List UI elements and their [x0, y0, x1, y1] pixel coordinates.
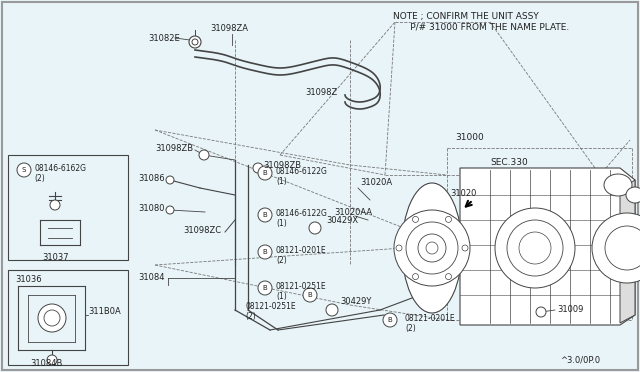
Circle shape — [258, 245, 272, 259]
Circle shape — [418, 234, 446, 262]
Text: 31020A: 31020A — [360, 177, 392, 186]
Circle shape — [462, 245, 468, 251]
Text: 31080: 31080 — [138, 203, 164, 212]
Circle shape — [445, 217, 451, 222]
Bar — [8, 270, 128, 365]
Text: 31098ZA: 31098ZA — [210, 23, 248, 32]
Ellipse shape — [626, 187, 640, 203]
Text: 31086: 31086 — [138, 173, 164, 183]
Text: 31098ZC: 31098ZC — [183, 225, 221, 234]
Circle shape — [192, 39, 198, 45]
Text: 31082E: 31082E — [148, 33, 180, 42]
Circle shape — [592, 213, 640, 283]
Polygon shape — [620, 180, 635, 323]
Text: 08121-0251E
(2): 08121-0251E (2) — [245, 302, 296, 321]
Text: 31020AA: 31020AA — [334, 208, 372, 217]
Circle shape — [495, 208, 575, 288]
Text: B: B — [262, 170, 268, 176]
Text: S: S — [22, 167, 26, 173]
Text: B: B — [262, 249, 268, 255]
Bar — [8, 155, 128, 260]
Text: 31036: 31036 — [15, 275, 42, 284]
Circle shape — [309, 222, 321, 234]
Circle shape — [166, 206, 174, 214]
Text: 08121-0251E
(1): 08121-0251E (1) — [276, 282, 326, 301]
Circle shape — [413, 273, 419, 280]
Circle shape — [326, 304, 338, 316]
Circle shape — [303, 288, 317, 302]
Circle shape — [406, 222, 458, 274]
Text: B: B — [308, 292, 312, 298]
Circle shape — [253, 163, 263, 173]
Circle shape — [605, 226, 640, 270]
Circle shape — [189, 36, 201, 48]
Circle shape — [50, 200, 60, 210]
Text: 08146-6122G
(1): 08146-6122G (1) — [276, 209, 328, 228]
Circle shape — [166, 176, 174, 184]
Circle shape — [44, 310, 60, 326]
Circle shape — [258, 166, 272, 180]
Text: 31000: 31000 — [455, 133, 484, 142]
Text: B: B — [262, 212, 268, 218]
Circle shape — [38, 304, 66, 332]
Text: 31084B: 31084B — [30, 359, 62, 369]
Circle shape — [394, 210, 470, 286]
Circle shape — [536, 307, 546, 317]
Circle shape — [426, 242, 438, 254]
Text: 31098Z: 31098Z — [305, 87, 337, 96]
Text: 31098ZB: 31098ZB — [263, 160, 301, 170]
Circle shape — [199, 150, 209, 160]
Circle shape — [519, 232, 551, 264]
Ellipse shape — [402, 183, 462, 313]
Text: 311B0A: 311B0A — [88, 308, 121, 317]
Text: SEC.330: SEC.330 — [490, 158, 528, 167]
Text: 08121-0201E
(2): 08121-0201E (2) — [405, 314, 456, 333]
Circle shape — [396, 245, 402, 251]
Text: ^3.0/0P.0: ^3.0/0P.0 — [560, 356, 600, 365]
Text: 31020: 31020 — [450, 189, 476, 198]
Text: 08146-6162G
(2): 08146-6162G (2) — [34, 164, 86, 183]
Circle shape — [445, 273, 451, 280]
Text: 31084: 31084 — [138, 273, 164, 282]
Circle shape — [383, 313, 397, 327]
Text: 08121-0201E
(2): 08121-0201E (2) — [276, 246, 326, 265]
Circle shape — [47, 355, 57, 365]
Text: B: B — [262, 285, 268, 291]
Text: B: B — [388, 317, 392, 323]
Text: 31037: 31037 — [42, 253, 68, 262]
Text: 30429X: 30429X — [326, 215, 358, 224]
Circle shape — [17, 163, 31, 177]
Text: 08146-6122G
(1): 08146-6122G (1) — [276, 167, 328, 186]
Text: 30429Y: 30429Y — [340, 298, 371, 307]
Polygon shape — [460, 168, 635, 325]
Ellipse shape — [604, 174, 632, 196]
Circle shape — [258, 208, 272, 222]
Text: 31098ZB: 31098ZB — [155, 144, 193, 153]
Text: 31009: 31009 — [557, 305, 584, 314]
Circle shape — [413, 217, 419, 222]
Circle shape — [258, 281, 272, 295]
Text: NOTE ; CONFIRM THE UNIT ASSY
      P/# 31000 FROM THE NAME PLATE.: NOTE ; CONFIRM THE UNIT ASSY P/# 31000 F… — [393, 12, 569, 31]
Circle shape — [507, 220, 563, 276]
